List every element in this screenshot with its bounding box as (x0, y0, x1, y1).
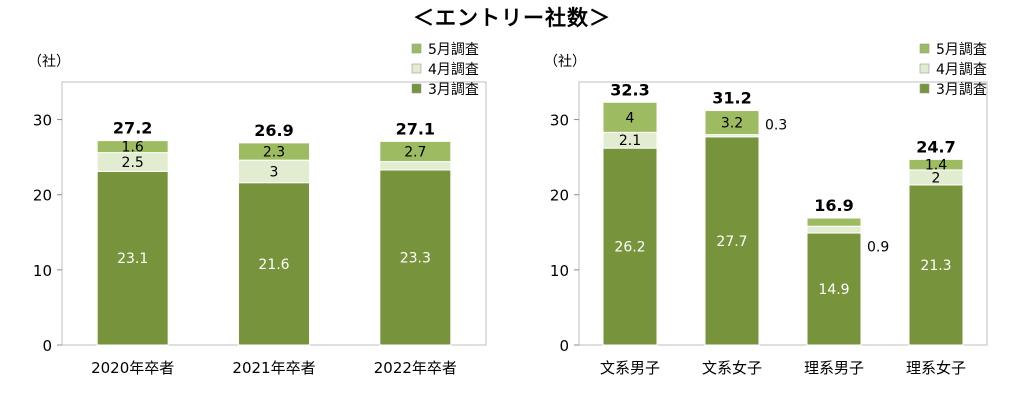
left-ytick-label: 30 (33, 112, 52, 130)
left-data-label: 23.3 (400, 250, 431, 266)
page-title: ＜エントリー社数＞ (413, 6, 611, 30)
left-legend-label: 3月調査 (428, 82, 479, 98)
right-category-label: 文系男子 (600, 359, 660, 377)
right-bar-segment (806, 225, 862, 234)
left-category-label: 2021年卒者 (232, 359, 315, 377)
left-total-label: 26.9 (254, 121, 293, 140)
right-ytick-label: 20 (550, 187, 569, 205)
right-data-label: 0.9 (867, 240, 889, 256)
right-y-axis-label: （社） (544, 54, 586, 70)
left-bar-segment (379, 169, 452, 346)
left-bar-segment (238, 142, 310, 161)
left-legend-label: 5月調査 (428, 42, 479, 58)
right-legend-swatch (919, 63, 930, 74)
left-total-label: 27.2 (113, 119, 152, 138)
left-category-label: 2022年卒者 (374, 359, 457, 377)
right-bar-segment (602, 101, 658, 133)
right-plot-frame (578, 81, 988, 346)
right-total-label: 24.7 (916, 137, 955, 156)
left-data-label: 2.7 (404, 145, 426, 161)
right-legend-swatch (919, 43, 930, 54)
left-data-label: 1.6 (122, 140, 144, 156)
right-category-label: 理系女子 (906, 359, 966, 377)
right-data-label: 0.3 (765, 118, 787, 134)
right-bar-segment (908, 184, 964, 346)
left-legend-swatch (411, 83, 422, 94)
left-ytick-label: 20 (33, 187, 52, 205)
right-data-label: 3.2 (721, 116, 743, 132)
right-bar-segment (704, 136, 760, 346)
left-y-axis-label: （社） (28, 54, 70, 70)
right-total-label: 16.9 (814, 196, 853, 215)
left-legend-swatch (411, 63, 422, 74)
left-legend-label: 4月調査 (428, 62, 479, 78)
right-data-label: 2.1 (619, 133, 641, 149)
left-ytick-label: 10 (33, 262, 52, 280)
right-data-label: 2 (932, 170, 941, 186)
right-bar-segment (602, 147, 658, 346)
right-data-label: 21.3 (920, 258, 951, 274)
chart-right: 0 10 20 30 （社） 5月調査 4月調査 3月調査 26.2 2.1 4 32.3 文系男子 27… (544, 42, 988, 377)
right-ytick-label: 10 (550, 262, 569, 280)
right-total-label: 31.2 (712, 89, 751, 108)
left-bar-segment (96, 140, 169, 154)
left-data-label: 21.6 (258, 257, 289, 273)
left-bar-segment (379, 161, 452, 171)
right-data-label: 26.2 (614, 240, 645, 256)
left-data-label: 2.5 (122, 155, 144, 171)
left-legend-swatch (411, 43, 422, 54)
left-category-label: 2020年卒者 (91, 359, 174, 377)
right-legend-label: 3月調査 (936, 82, 987, 98)
left-bar-segment (379, 140, 452, 163)
right-legend-label: 4月調査 (936, 62, 987, 78)
right-bar-segment (806, 217, 862, 227)
right-bar-segment (806, 232, 862, 346)
left-data-label: 3 (270, 164, 279, 180)
right-data-label: 14.9 (818, 282, 849, 298)
right-bar-segment (704, 110, 760, 136)
left-total-label: 27.1 (396, 119, 435, 138)
right-ytick-label: 0 (559, 337, 569, 355)
left-ytick-label: 0 (42, 337, 52, 355)
right-ytick-label: 30 (550, 112, 569, 130)
left-bar-segment (238, 182, 310, 346)
right-bar-segment (908, 158, 964, 171)
right-category-label: 文系女子 (702, 359, 762, 377)
right-data-label: 27.7 (716, 234, 747, 250)
right-legend-swatch (919, 83, 930, 94)
right-data-label: 4 (626, 110, 635, 126)
left-data-label: 2.3 (263, 145, 285, 161)
left-data-label: 23.1 (117, 251, 148, 267)
right-data-label: 1.4 (925, 158, 947, 174)
right-total-label: 32.3 (610, 80, 649, 99)
right-legend-label: 5月調査 (936, 42, 987, 58)
right-category-label: 理系男子 (804, 359, 864, 377)
chart-left: 0 10 20 30 （社） 5月調査 4月調査 3月調査 23.1 2.51.6 27.2 2020… (28, 42, 487, 377)
left-bar-segment (96, 170, 169, 346)
